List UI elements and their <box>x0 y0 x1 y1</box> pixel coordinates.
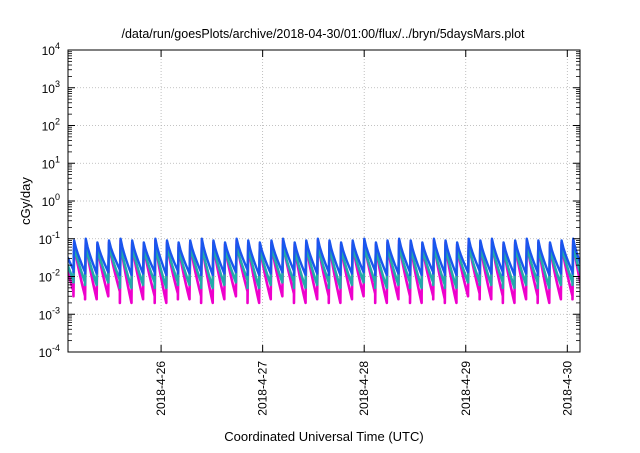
y-tick-exponent: -2 <box>52 268 60 278</box>
y-tick-label: 102 <box>42 117 60 134</box>
y-tick-base: 10 <box>39 346 53 360</box>
x-tick-label: 2018-4-30 <box>560 361 574 416</box>
y-tick-exponent: 2 <box>55 117 60 127</box>
chart-title: /data/run/goesPlots/archive/2018-04-30/0… <box>121 27 525 41</box>
x-tick-label: 2018-4-29 <box>459 361 473 416</box>
y-tick-exponent: -4 <box>52 343 60 353</box>
y-tick-base: 10 <box>42 44 56 58</box>
y-tick-exponent: -1 <box>52 230 60 240</box>
y-tick-exponent: 3 <box>55 79 60 89</box>
y-tick-base: 10 <box>42 195 56 209</box>
y-tick-label: 103 <box>42 79 60 96</box>
y-tick-exponent: 4 <box>55 41 60 51</box>
y-tick-label: 10-4 <box>39 343 60 360</box>
y-tick-base: 10 <box>39 271 53 285</box>
y-tick-exponent: 0 <box>55 192 60 202</box>
x-tick-label: 2018-4-27 <box>256 361 270 416</box>
y-axis-label: cGy/day <box>18 177 33 225</box>
y-tick-base: 10 <box>42 120 56 134</box>
y-tick-label: 10-3 <box>39 305 60 322</box>
y-tick-label: 100 <box>42 192 60 209</box>
x-tick-label: 2018-4-28 <box>357 361 371 416</box>
y-tick-base: 10 <box>42 157 56 171</box>
ticks: 10-410-310-210-11001011021031042018-4-26… <box>39 41 580 416</box>
y-tick-base: 10 <box>39 308 53 322</box>
y-tick-exponent: -3 <box>52 305 60 315</box>
series-group <box>68 237 580 305</box>
x-tick-label: 2018-4-26 <box>154 361 168 416</box>
grid <box>68 50 580 352</box>
y-tick-label: 104 <box>42 41 60 58</box>
y-tick-base: 10 <box>42 82 56 96</box>
series-line <box>68 243 580 290</box>
series-line <box>68 237 580 277</box>
y-tick-exponent: 1 <box>55 154 60 164</box>
x-axis-label: Coordinated Universal Time (UTC) <box>224 429 423 444</box>
y-tick-label: 101 <box>42 154 60 171</box>
y-tick-label: 10-1 <box>39 230 60 247</box>
y-tick-label: 10-2 <box>39 268 60 285</box>
y-tick-base: 10 <box>39 233 53 247</box>
